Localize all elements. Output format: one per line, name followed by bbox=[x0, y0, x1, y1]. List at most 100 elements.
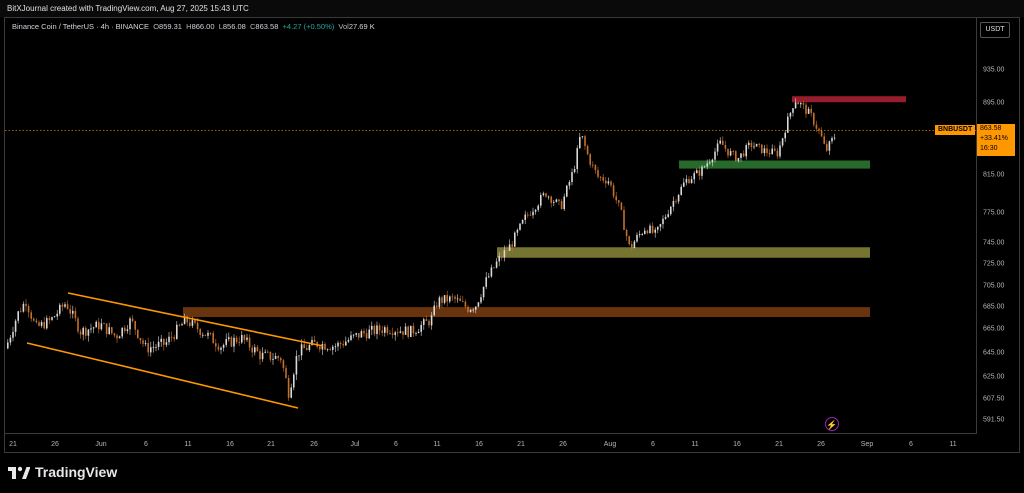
candle bbox=[646, 229, 649, 235]
time-axis[interactable]: 21 26 Jun 6 11 16 21 26 Jul 6 11 16 21 26 Aug 6 11 16 21 26… bbox=[5, 433, 977, 453]
candle bbox=[378, 323, 381, 336]
candle bbox=[516, 228, 519, 237]
candle bbox=[761, 144, 763, 154]
candle bbox=[165, 338, 168, 348]
candle bbox=[217, 343, 220, 352]
candle bbox=[563, 193, 565, 212]
candle bbox=[7, 339, 9, 350]
symbol-description[interactable]: Binance Coin / TetherUS · 4h · BINANCE bbox=[12, 22, 150, 31]
candle bbox=[27, 303, 30, 318]
candle bbox=[371, 321, 373, 336]
price-plot[interactable] bbox=[5, 18, 977, 433]
candle bbox=[711, 158, 714, 167]
candle bbox=[690, 175, 693, 184]
candle bbox=[282, 359, 285, 372]
price-tick-label: 775.00 bbox=[983, 210, 1005, 217]
candle bbox=[794, 98, 797, 109]
candle bbox=[326, 348, 329, 352]
candle bbox=[256, 344, 259, 352]
support-zone-green[interactable] bbox=[679, 160, 870, 169]
candle bbox=[623, 206, 625, 231]
currency-button[interactable]: USDT bbox=[980, 22, 1010, 38]
candle bbox=[657, 226, 659, 234]
candle bbox=[498, 252, 500, 267]
price-tick-label: 745.00 bbox=[983, 240, 1005, 247]
candle bbox=[586, 144, 589, 155]
candle bbox=[347, 337, 350, 344]
candle bbox=[269, 351, 272, 362]
candle bbox=[495, 258, 498, 269]
candle bbox=[287, 374, 290, 401]
candle bbox=[111, 326, 113, 335]
candle bbox=[274, 352, 277, 360]
time-tick-label: 16 bbox=[733, 441, 741, 448]
candle bbox=[376, 321, 378, 340]
candle bbox=[355, 332, 357, 338]
candle bbox=[399, 326, 402, 334]
candle bbox=[675, 198, 677, 205]
candle bbox=[625, 228, 628, 241]
support-zone-yellow[interactable] bbox=[497, 247, 870, 258]
candle bbox=[150, 341, 152, 357]
time-tick-label: 11 bbox=[949, 441, 956, 448]
time-tick-label: 26 bbox=[817, 441, 825, 448]
candle bbox=[527, 211, 529, 219]
candle bbox=[337, 340, 339, 351]
candle bbox=[142, 338, 144, 347]
candle bbox=[693, 170, 695, 184]
candle bbox=[124, 325, 126, 334]
price-axis-labels: 935.00 895.00 815.00 775.00 745.00 725.00 705.… bbox=[983, 67, 1005, 424]
candle bbox=[524, 210, 526, 224]
support-zone-brown[interactable] bbox=[183, 307, 870, 317]
candle bbox=[215, 338, 217, 352]
candle bbox=[77, 316, 79, 334]
candle bbox=[831, 136, 833, 144]
candle bbox=[670, 205, 672, 216]
channel-upper-line[interactable] bbox=[67, 292, 324, 347]
candle bbox=[612, 182, 615, 199]
candle bbox=[404, 322, 407, 335]
resistance-zone-red[interactable] bbox=[792, 96, 906, 103]
candle bbox=[108, 322, 110, 335]
candle bbox=[555, 198, 558, 203]
volume-value: 27.69 K bbox=[348, 22, 375, 31]
candle bbox=[212, 330, 214, 344]
candle bbox=[659, 223, 662, 232]
candle bbox=[558, 199, 560, 205]
candle bbox=[43, 316, 45, 330]
tradingview-logo[interactable]: TradingView bbox=[8, 464, 117, 480]
candle bbox=[243, 334, 246, 345]
candle bbox=[724, 140, 727, 152]
candle bbox=[82, 326, 84, 341]
candle bbox=[238, 336, 240, 347]
candle bbox=[485, 272, 487, 289]
time-tick-label: 6 bbox=[144, 441, 148, 448]
candle bbox=[358, 333, 360, 341]
candle bbox=[547, 195, 550, 200]
candle bbox=[748, 140, 750, 149]
time-tick-label: 26 bbox=[310, 441, 318, 448]
candle bbox=[116, 333, 118, 344]
candle bbox=[381, 325, 383, 337]
candle bbox=[719, 137, 721, 145]
lightning-icon[interactable]: ⚡ bbox=[825, 417, 839, 431]
candle bbox=[230, 336, 233, 348]
price-axis[interactable]: 935.00 895.00 815.00 775.00 745.00 725.00 705.… bbox=[976, 18, 1019, 433]
close-label: C bbox=[250, 22, 256, 31]
high-label: H bbox=[186, 22, 192, 31]
price-tick-label: 685.00 bbox=[983, 304, 1005, 311]
candle bbox=[519, 223, 521, 231]
candle bbox=[545, 192, 547, 198]
candle bbox=[92, 326, 95, 334]
candle bbox=[677, 194, 680, 204]
candle bbox=[79, 329, 82, 339]
candle bbox=[784, 130, 786, 142]
time-tick-label: Aug bbox=[604, 441, 617, 448]
channel-lower-line[interactable] bbox=[26, 342, 299, 409]
candle bbox=[131, 314, 134, 323]
candle bbox=[753, 142, 755, 150]
time-tick-label: Sep bbox=[861, 441, 874, 448]
candle bbox=[597, 166, 599, 179]
candle bbox=[303, 338, 305, 349]
time-tick-label: 11 bbox=[691, 441, 698, 448]
